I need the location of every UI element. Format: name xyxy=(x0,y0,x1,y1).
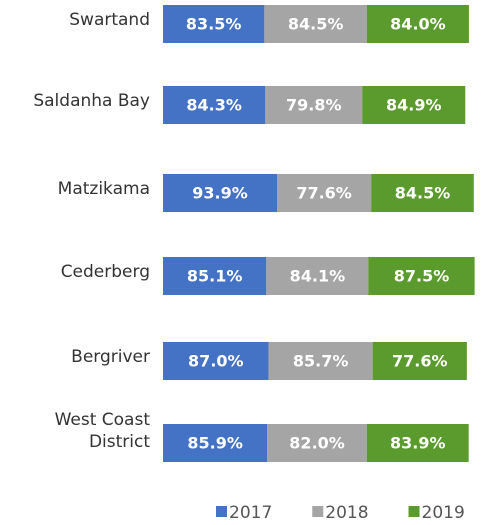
value-label: 85.9% xyxy=(187,434,243,453)
bar-segment xyxy=(163,174,277,212)
value-label: 82.0% xyxy=(289,434,345,453)
bar-segment xyxy=(362,86,466,124)
value-label: 77.6% xyxy=(392,352,448,371)
category-label: Cederberg xyxy=(60,262,150,282)
value-label: 87.0% xyxy=(188,352,244,371)
bar-segment xyxy=(163,424,268,462)
category-label: Matzikama xyxy=(57,179,150,199)
bar-segment xyxy=(371,174,474,212)
value-label: 85.7% xyxy=(293,352,349,371)
legend-swatch xyxy=(408,506,420,517)
bar-segment xyxy=(276,174,372,212)
bar-segment xyxy=(265,86,363,124)
value-label: 83.5% xyxy=(186,15,242,34)
bar-segment xyxy=(372,342,467,380)
bar-segment xyxy=(366,5,469,43)
legend-label: 2018 xyxy=(325,503,368,523)
value-label: 85.1% xyxy=(187,267,243,286)
value-label: 83.9% xyxy=(390,434,446,453)
category-label: Swartand xyxy=(69,10,150,30)
bar-segment xyxy=(368,257,475,295)
legend-swatch xyxy=(312,506,324,517)
bar-segment xyxy=(163,342,269,380)
value-label: 84.1% xyxy=(290,267,346,286)
category-label: Saldanha Bay xyxy=(33,91,150,111)
value-label: 84.0% xyxy=(390,15,446,34)
bar-segment xyxy=(163,86,266,124)
value-label: 77.6% xyxy=(296,184,352,203)
value-label: 84.5% xyxy=(288,15,344,34)
value-label: 87.5% xyxy=(394,267,450,286)
value-label: 84.5% xyxy=(395,184,451,203)
bar-segment xyxy=(266,257,369,295)
legend-swatch xyxy=(216,506,227,517)
category-label: West Coast District xyxy=(54,410,150,452)
bar-segment xyxy=(163,5,265,43)
value-label: 84.3% xyxy=(186,96,242,115)
legend-label: 2019 xyxy=(422,503,465,523)
bar-segment xyxy=(264,5,367,43)
legend-label: 2017 xyxy=(229,503,272,523)
bar-segment xyxy=(366,424,469,462)
bar-segment xyxy=(163,257,267,295)
value-label: 93.9% xyxy=(192,184,248,203)
category-label: Bergriver xyxy=(71,347,150,367)
value-label: 84.9% xyxy=(386,96,442,115)
value-label: 79.8% xyxy=(286,96,342,115)
bar-segment xyxy=(267,424,367,462)
bar-segment xyxy=(268,342,373,380)
